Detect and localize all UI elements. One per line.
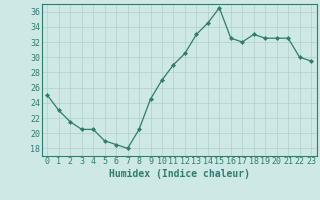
X-axis label: Humidex (Indice chaleur): Humidex (Indice chaleur) — [109, 169, 250, 179]
